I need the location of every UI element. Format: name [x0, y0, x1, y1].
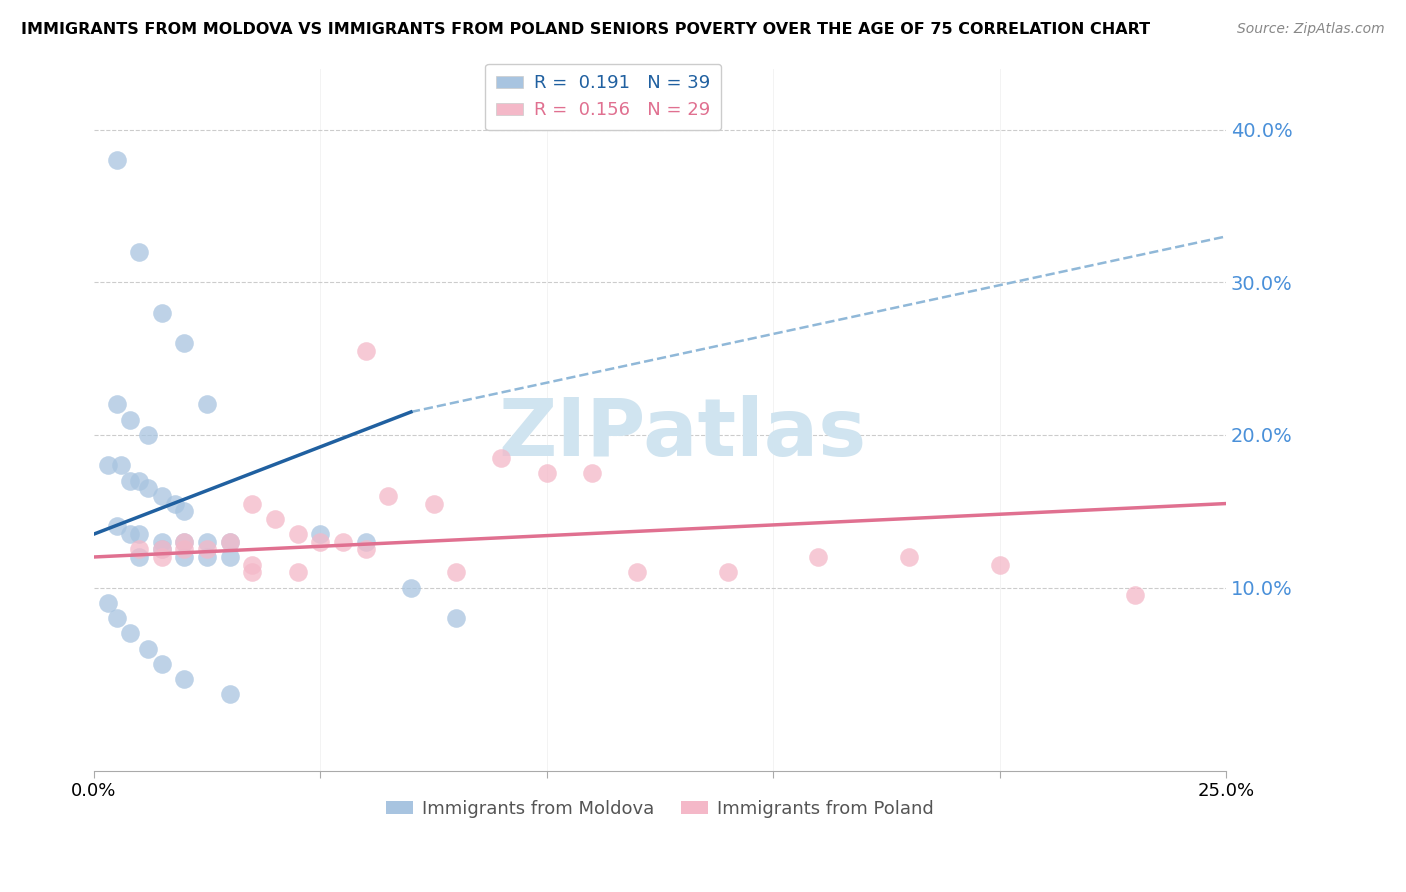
Point: [242, 566, 264, 580]
Point: [150, 542, 173, 557]
Point: [354, 542, 377, 557]
Text: ZIPatlas: ZIPatlas: [499, 394, 866, 473]
Point: [173, 542, 195, 557]
Point: [105, 611, 128, 625]
Point: [165, 497, 187, 511]
Point: [150, 549, 173, 564]
Point: [150, 657, 173, 671]
Point: [128, 527, 150, 541]
Point: [96, 596, 118, 610]
Point: [536, 466, 558, 480]
Point: [444, 611, 467, 625]
Point: [354, 534, 377, 549]
Point: [120, 474, 142, 488]
Point: [218, 549, 240, 564]
Point: [150, 542, 173, 557]
Point: [444, 566, 467, 580]
Point: [120, 527, 142, 541]
Point: [309, 527, 332, 541]
Point: [195, 534, 218, 549]
Point: [218, 687, 240, 701]
Point: [120, 626, 142, 640]
Point: [581, 466, 603, 480]
Point: [173, 534, 195, 549]
Point: [105, 153, 128, 167]
Point: [264, 512, 287, 526]
Point: [807, 549, 830, 564]
Point: [136, 428, 159, 442]
Point: [377, 489, 399, 503]
Point: [173, 672, 195, 686]
Point: [173, 336, 195, 351]
Point: [218, 534, 240, 549]
Point: [287, 566, 309, 580]
Legend: Immigrants from Moldova, Immigrants from Poland: Immigrants from Moldova, Immigrants from…: [378, 792, 942, 825]
Point: [110, 458, 132, 473]
Point: [626, 566, 648, 580]
Point: [128, 542, 150, 557]
Point: [150, 489, 173, 503]
Text: Source: ZipAtlas.com: Source: ZipAtlas.com: [1237, 22, 1385, 37]
Point: [128, 244, 150, 259]
Point: [195, 397, 218, 411]
Point: [96, 458, 118, 473]
Point: [136, 481, 159, 495]
Point: [136, 641, 159, 656]
Point: [287, 527, 309, 541]
Point: [128, 549, 150, 564]
Point: [120, 412, 142, 426]
Point: [173, 549, 195, 564]
Point: [150, 306, 173, 320]
Point: [354, 343, 377, 358]
Point: [898, 549, 921, 564]
Point: [173, 534, 195, 549]
Point: [399, 581, 422, 595]
Point: [242, 497, 264, 511]
Point: [105, 397, 128, 411]
Point: [309, 534, 332, 549]
Point: [128, 474, 150, 488]
Point: [988, 558, 1011, 572]
Point: [242, 558, 264, 572]
Point: [195, 542, 218, 557]
Point: [491, 450, 513, 465]
Point: [422, 497, 444, 511]
Point: [1125, 588, 1147, 602]
Point: [105, 519, 128, 533]
Point: [173, 504, 195, 518]
Point: [218, 534, 240, 549]
Point: [150, 534, 173, 549]
Point: [195, 549, 218, 564]
Point: [332, 534, 354, 549]
Text: IMMIGRANTS FROM MOLDOVA VS IMMIGRANTS FROM POLAND SENIORS POVERTY OVER THE AGE O: IMMIGRANTS FROM MOLDOVA VS IMMIGRANTS FR…: [21, 22, 1150, 37]
Point: [717, 566, 740, 580]
